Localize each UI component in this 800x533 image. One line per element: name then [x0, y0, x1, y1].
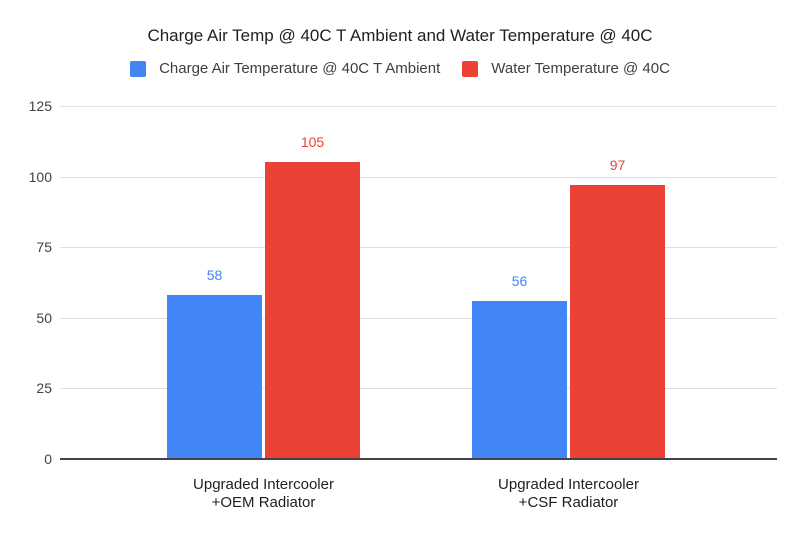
x-axis: Upgraded Intercooler +OEM Radiator Upgrade…: [0, 476, 800, 520]
bar: [472, 301, 567, 459]
chart-title: Charge Air Temp @ 40C T Ambient and Wate…: [147, 26, 653, 45]
legend-item: Water Temperature @ 40C: [462, 60, 670, 77]
y-axis-tick-label: 50: [36, 309, 52, 326]
bar-value-label: 56: [511, 273, 528, 289]
legend-item: Charge Air Temperature @ 40C T Ambient: [130, 60, 440, 77]
legend-swatch-icon: [462, 60, 479, 77]
x-axis-category-label: Upgraded Intercooler +CSF Radiator: [498, 476, 639, 512]
y-axis-tick-label: 75: [36, 239, 52, 256]
legend-swatch-icon: [130, 60, 147, 77]
gridline: [60, 106, 777, 107]
y-axis: 0 25 50 75 100 125: [0, 98, 52, 467]
y-axis-tick-label: 0: [44, 451, 52, 467]
gridline: [60, 177, 777, 178]
x-axis-category-line: Upgraded Intercooler: [498, 476, 639, 493]
bar: [265, 162, 360, 459]
gridline: [60, 247, 777, 248]
bar-value-label: 105: [300, 134, 325, 150]
chart-legend: Charge Air Temperature @ 40C T Ambient Wa…: [0, 60, 800, 77]
gridline: [60, 318, 777, 319]
plot-area: 58 56 105 97: [60, 106, 777, 460]
bar: [167, 295, 262, 459]
bar-value-label: 58: [206, 267, 223, 283]
bar-value-label: 97: [609, 157, 626, 173]
bar: [570, 185, 665, 459]
x-axis-category-line: Upgraded Intercooler: [193, 476, 334, 493]
gridline: [60, 388, 777, 389]
x-axis-category-line: +OEM Radiator: [211, 494, 316, 511]
x-axis-category-label: Upgraded Intercooler +OEM Radiator: [193, 476, 334, 512]
legend-label: Water Temperature @ 40C: [491, 60, 670, 77]
legend-label: Charge Air Temperature @ 40C T Ambient: [159, 60, 441, 77]
x-axis-category-line: +CSF Radiator: [518, 494, 619, 511]
y-axis-tick-label: 125: [28, 98, 52, 114]
y-axis-tick-label: 100: [28, 168, 52, 185]
y-axis-tick-label: 25: [36, 380, 52, 397]
x-axis-baseline: [60, 458, 777, 460]
